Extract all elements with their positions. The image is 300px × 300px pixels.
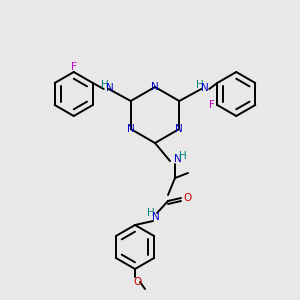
- Text: N: N: [127, 124, 135, 134]
- Text: H: H: [179, 151, 187, 161]
- Text: H: H: [196, 80, 204, 90]
- Text: O: O: [133, 277, 141, 287]
- Text: N: N: [176, 124, 183, 134]
- Text: F: F: [71, 62, 77, 72]
- Text: N: N: [174, 154, 182, 164]
- Text: H: H: [101, 80, 109, 90]
- Text: H: H: [147, 208, 155, 218]
- Text: F: F: [209, 100, 215, 110]
- Text: N: N: [106, 83, 114, 93]
- Text: N: N: [151, 82, 159, 92]
- Text: N: N: [152, 212, 160, 222]
- Text: O: O: [184, 193, 192, 203]
- Text: N: N: [201, 83, 209, 93]
